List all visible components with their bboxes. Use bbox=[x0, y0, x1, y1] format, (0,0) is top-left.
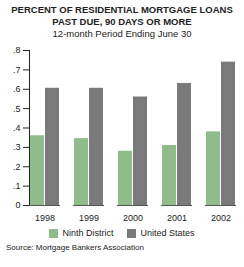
svg-text:2000: 2000 bbox=[123, 213, 143, 223]
svg-text:.3: .3 bbox=[13, 142, 21, 152]
svg-text:.6: .6 bbox=[13, 84, 21, 94]
html-text:PERCENT OF RESIDENTIAL MORTGAG: PERCENT OF RESIDENTIAL MORTGAGE LOANS PA… bbox=[11, 4, 233, 27]
svg-text:2001: 2001 bbox=[167, 213, 187, 223]
svg-text:1999: 1999 bbox=[79, 213, 99, 223]
html-text:Ninth District: Ninth District bbox=[62, 228, 114, 238]
svg-text:.5: .5 bbox=[13, 104, 21, 114]
svg-text:.8: .8 bbox=[13, 45, 21, 55]
html-text:Source: Mortgage Bankers Assoc: Source: Mortgage Bankers Association bbox=[6, 243, 144, 252]
html-text:United States: United States bbox=[140, 228, 195, 238]
svg-text:.4: .4 bbox=[13, 123, 21, 133]
svg-text:1998: 1998 bbox=[35, 213, 55, 223]
html-text:12-month Period Ending June 30: 12-month Period Ending June 30 bbox=[52, 28, 192, 39]
svg-text:2002: 2002 bbox=[211, 213, 231, 223]
svg-text:.1: .1 bbox=[13, 181, 21, 191]
svg-text:.7: .7 bbox=[13, 65, 21, 75]
svg-text:.2: .2 bbox=[13, 162, 21, 172]
svg-text:0: 0 bbox=[15, 200, 20, 210]
